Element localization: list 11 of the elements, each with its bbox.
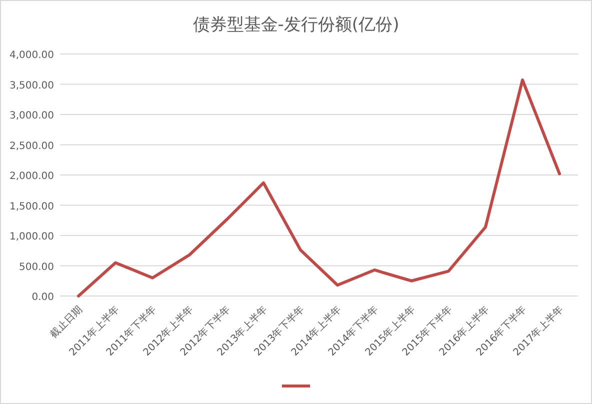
- y-tick-label: 2,000.00: [9, 171, 54, 182]
- y-tick-label: 2,500.00: [9, 140, 54, 152]
- y-tick-label: 0.00: [32, 292, 54, 303]
- y-tick-label: 1,000.00: [9, 232, 54, 242]
- y-tick-label: 1,500.00: [9, 201, 54, 212]
- chart-title: 债券型基金-发行份额(亿份): [192, 15, 400, 35]
- y-tick-label: 4,000.00: [9, 50, 54, 61]
- line-series: [77, 78, 561, 298]
- y-tick-label: 500.00: [19, 262, 54, 273]
- y-tick-label: 3,500.00: [9, 80, 54, 92]
- y-tick-label: 3,000.00: [9, 110, 54, 122]
